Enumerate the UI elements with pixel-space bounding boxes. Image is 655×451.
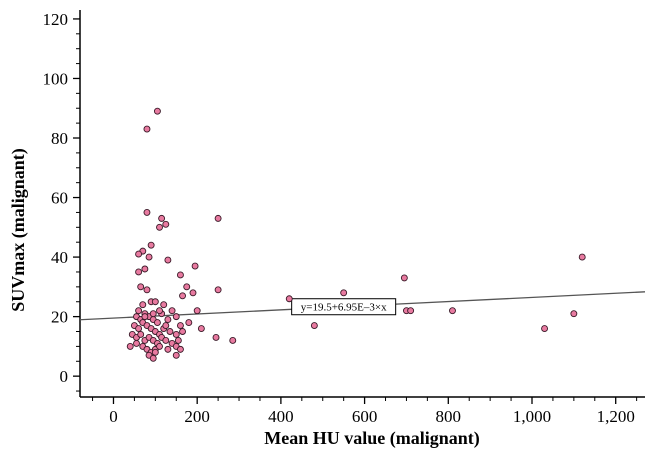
data-point xyxy=(147,241,155,249)
data-point xyxy=(166,328,174,335)
x-tick-label: 400 xyxy=(268,407,294,426)
y-tick-label: 20 xyxy=(51,308,68,327)
data-point xyxy=(229,336,237,344)
data-point xyxy=(176,345,184,353)
data-point xyxy=(340,289,348,297)
data-point xyxy=(126,342,134,350)
data-point xyxy=(164,316,172,324)
data-point xyxy=(578,253,586,261)
y-tick-label: 80 xyxy=(51,129,68,148)
x-tick-label: 1,000 xyxy=(513,407,551,426)
data-point xyxy=(149,354,157,362)
data-point xyxy=(143,208,151,216)
data-point xyxy=(189,289,197,297)
y-tick-label: 0 xyxy=(60,367,69,386)
regression-equation-label: y=19.5+6.95E–3×x xyxy=(301,302,387,314)
data-point xyxy=(185,319,193,327)
data-point xyxy=(176,322,184,330)
data-point xyxy=(135,268,143,276)
x-tick-label: 600 xyxy=(352,407,378,426)
x-axis: 0 200 400 600 800 1,000 1,200 xyxy=(80,396,645,426)
data-point xyxy=(214,286,222,294)
y-axis-title: SUVmax (malignant) xyxy=(8,148,29,312)
data-point xyxy=(197,325,205,332)
x-tick-label: 1,200 xyxy=(597,407,635,426)
data-point xyxy=(137,283,145,291)
x-tick-label: 200 xyxy=(184,407,210,426)
data-point xyxy=(212,334,220,341)
y-tick-label: 100 xyxy=(43,69,69,88)
y-tick-label: 60 xyxy=(51,189,68,208)
data-point xyxy=(183,283,191,291)
x-axis-title: Mean HU value (malignant) xyxy=(264,428,480,449)
data-point xyxy=(153,107,161,115)
data-point xyxy=(179,292,186,300)
data-point xyxy=(141,265,149,273)
data-point xyxy=(400,274,408,282)
data-point xyxy=(162,220,170,228)
data-point xyxy=(133,339,140,347)
data-point xyxy=(191,262,199,270)
data-point xyxy=(145,253,153,261)
data-point xyxy=(168,307,176,315)
y-axis: 0 20 40 60 80 100 120 xyxy=(43,10,81,397)
data-point xyxy=(135,307,143,315)
data-points xyxy=(126,107,586,362)
data-point xyxy=(156,223,163,231)
data-point xyxy=(172,313,180,321)
data-point xyxy=(164,256,172,264)
data-point xyxy=(153,319,161,327)
data-point xyxy=(151,348,159,356)
data-point xyxy=(162,336,170,344)
data-point xyxy=(137,331,145,338)
data-point xyxy=(164,345,172,353)
data-point xyxy=(310,322,318,330)
y-tick-label: 120 xyxy=(43,10,69,29)
y-tick-label: 40 xyxy=(51,248,68,267)
data-point xyxy=(449,307,456,315)
data-point xyxy=(143,286,151,294)
data-point xyxy=(179,328,186,335)
data-point xyxy=(176,271,184,279)
x-tick-label: 0 xyxy=(109,407,118,426)
data-point xyxy=(151,298,159,306)
data-point xyxy=(172,331,180,338)
data-point xyxy=(193,307,201,315)
data-point xyxy=(139,301,147,309)
data-point xyxy=(174,336,182,344)
data-point xyxy=(541,325,549,332)
data-point xyxy=(172,351,180,359)
data-point xyxy=(135,325,143,332)
data-point xyxy=(162,322,170,330)
x-tick-label: 800 xyxy=(436,407,462,426)
data-point xyxy=(214,214,222,222)
data-point xyxy=(135,250,143,258)
data-point xyxy=(160,301,168,309)
data-point xyxy=(141,313,149,321)
regression-line-group: y=19.5+6.95E–3×x xyxy=(79,291,646,321)
data-point xyxy=(158,214,166,222)
data-point xyxy=(407,307,415,315)
data-point xyxy=(570,310,578,318)
data-point xyxy=(285,295,293,303)
data-point xyxy=(156,342,163,350)
data-point xyxy=(143,125,151,133)
data-point xyxy=(149,310,157,318)
data-point xyxy=(156,307,163,315)
regression-equation-box xyxy=(291,298,397,316)
